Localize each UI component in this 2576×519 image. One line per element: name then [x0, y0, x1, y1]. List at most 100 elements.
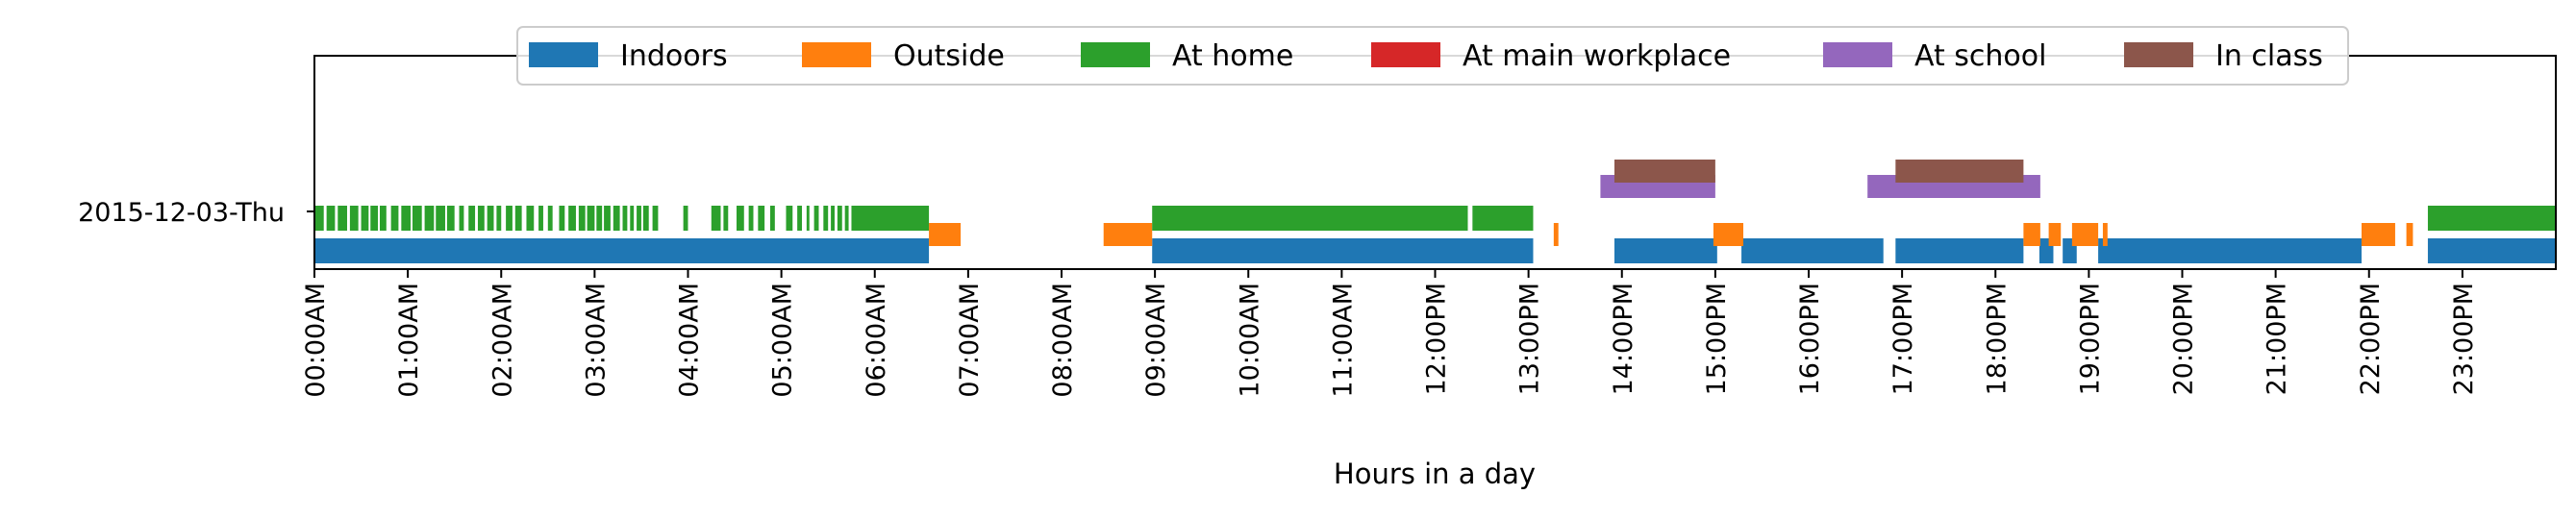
x-tick-label: 03:00AM — [581, 283, 611, 398]
at-home-bar — [758, 206, 765, 231]
at-home-bar — [837, 206, 842, 231]
legend-label-at-home: At home — [1172, 39, 1293, 73]
at-home-bar — [683, 206, 688, 231]
x-tick-label: 05:00AM — [768, 283, 798, 398]
outside-bar — [2023, 223, 2040, 246]
at-home-bar — [477, 206, 485, 231]
in-class-bar — [1613, 160, 1715, 183]
at-home-bar — [769, 206, 775, 231]
at-home-bar — [401, 206, 412, 231]
at-home-bar — [338, 206, 347, 231]
x-tick-label: 17:00PM — [1888, 283, 1918, 395]
at-home-bar — [748, 206, 754, 231]
at-home-bar — [468, 206, 476, 231]
at-home-bar — [326, 206, 336, 231]
at-home-bar — [637, 206, 641, 231]
indoors-bar — [314, 238, 930, 263]
x-tick-label: 09:00AM — [1141, 283, 1171, 398]
at-home-bar — [412, 206, 422, 231]
at-home-bar — [604, 206, 611, 231]
x-tick-label: 23:00PM — [2449, 283, 2479, 395]
at-home-bar — [559, 206, 565, 231]
outside-bar — [2071, 223, 2099, 246]
x-tick-label: 14:00PM — [1609, 283, 1638, 395]
y-axis: 2015-12-03-Thu — [78, 198, 314, 228]
at-home-bar — [349, 206, 359, 231]
x-tick-label: 13:00PM — [1515, 283, 1545, 395]
at-home-bar — [2427, 206, 2556, 231]
at-home-bar — [844, 206, 849, 231]
indoors-bar — [2098, 238, 2362, 263]
at-home-bar — [506, 206, 513, 231]
x-tick-label: 01:00AM — [394, 283, 424, 398]
x-axis: 00:00AM 01:00AM 02:00AM 03:00AM 04:00AM 05:00… — [301, 269, 2479, 398]
indoors-bar — [1741, 238, 1884, 263]
legend-swatch-outside — [802, 42, 871, 67]
x-tick-label: 10:00AM — [1235, 283, 1264, 398]
at-home-bar — [711, 206, 721, 231]
x-tick-label: 00:00AM — [301, 283, 331, 398]
at-home-bar — [797, 206, 802, 231]
at-home-bar — [851, 206, 930, 231]
at-home-bar — [831, 206, 835, 231]
outside-bar — [2406, 223, 2413, 246]
at-home-bar — [514, 206, 522, 231]
x-tick-label: 19:00PM — [2075, 283, 2105, 395]
outside-bar — [1103, 223, 1153, 246]
at-home-bar — [596, 206, 603, 231]
x-tick-label: 11:00AM — [1328, 283, 1358, 398]
at-home-bar — [613, 206, 620, 231]
at-home-bar — [786, 206, 793, 231]
at-home-bar — [578, 206, 586, 231]
at-home-bar — [823, 206, 829, 231]
in-class-bar — [1895, 160, 2024, 183]
at-home-bar — [526, 206, 535, 231]
at-home-bar — [737, 206, 744, 231]
at-home-bar — [370, 206, 379, 231]
outside-bar — [929, 223, 962, 246]
legend-swatch-at-main-workplace — [1371, 42, 1440, 67]
at-home-bar — [496, 206, 502, 231]
at-home-bar — [813, 206, 819, 231]
at-home-bar — [436, 206, 445, 231]
at-home-bar — [547, 206, 553, 231]
at-home-bar — [642, 206, 649, 231]
legend-swatch-indoors — [529, 42, 598, 67]
legend: Indoors Outside At home At main workplace At… — [516, 26, 2349, 86]
at-home-bar — [459, 206, 464, 231]
outside-bar — [2361, 223, 2395, 246]
at-home-bar — [1152, 206, 1468, 231]
x-tick-label: 07:00AM — [955, 283, 985, 398]
at-home-bar — [538, 206, 543, 231]
bars-layer — [314, 160, 2556, 263]
x-tick-label: 06:00AM — [862, 283, 891, 398]
legend-label-indoors: Indoors — [620, 39, 728, 73]
legend-label-at-main-workplace: At main workplace — [1463, 39, 1731, 73]
at-home-bar — [568, 206, 576, 231]
legend-label-outside: Outside — [893, 39, 1005, 73]
at-home-bar — [622, 206, 628, 231]
day-label: 2015-12-03-Thu — [78, 198, 285, 228]
x-tick-label: 12:00PM — [1422, 283, 1452, 395]
at-home-bar — [652, 206, 659, 231]
x-tick-label: 20:00PM — [2169, 283, 2199, 395]
at-home-bar — [1472, 206, 1534, 231]
indoors-bar — [1895, 238, 2024, 263]
x-tick-label: 22:00PM — [2356, 283, 2386, 395]
outside-bar — [2102, 223, 2108, 246]
indoors-bar — [2427, 238, 2556, 263]
at-home-bar — [424, 206, 435, 231]
at-home-bar — [361, 206, 369, 231]
x-tick-label: 16:00PM — [1795, 283, 1825, 395]
at-home-bar — [487, 206, 494, 231]
outside-bar — [1713, 223, 1744, 246]
at-home-bar — [446, 206, 455, 231]
legend-swatch-at-school — [1823, 42, 1892, 67]
at-home-bar — [379, 206, 387, 231]
x-tick-label: 02:00AM — [488, 283, 517, 398]
at-home-bar — [806, 206, 810, 231]
outside-bar — [2048, 223, 2062, 246]
indoors-bar — [1613, 238, 1717, 263]
at-home-bar — [314, 206, 324, 231]
x-tick-label: 18:00PM — [1982, 283, 2012, 395]
